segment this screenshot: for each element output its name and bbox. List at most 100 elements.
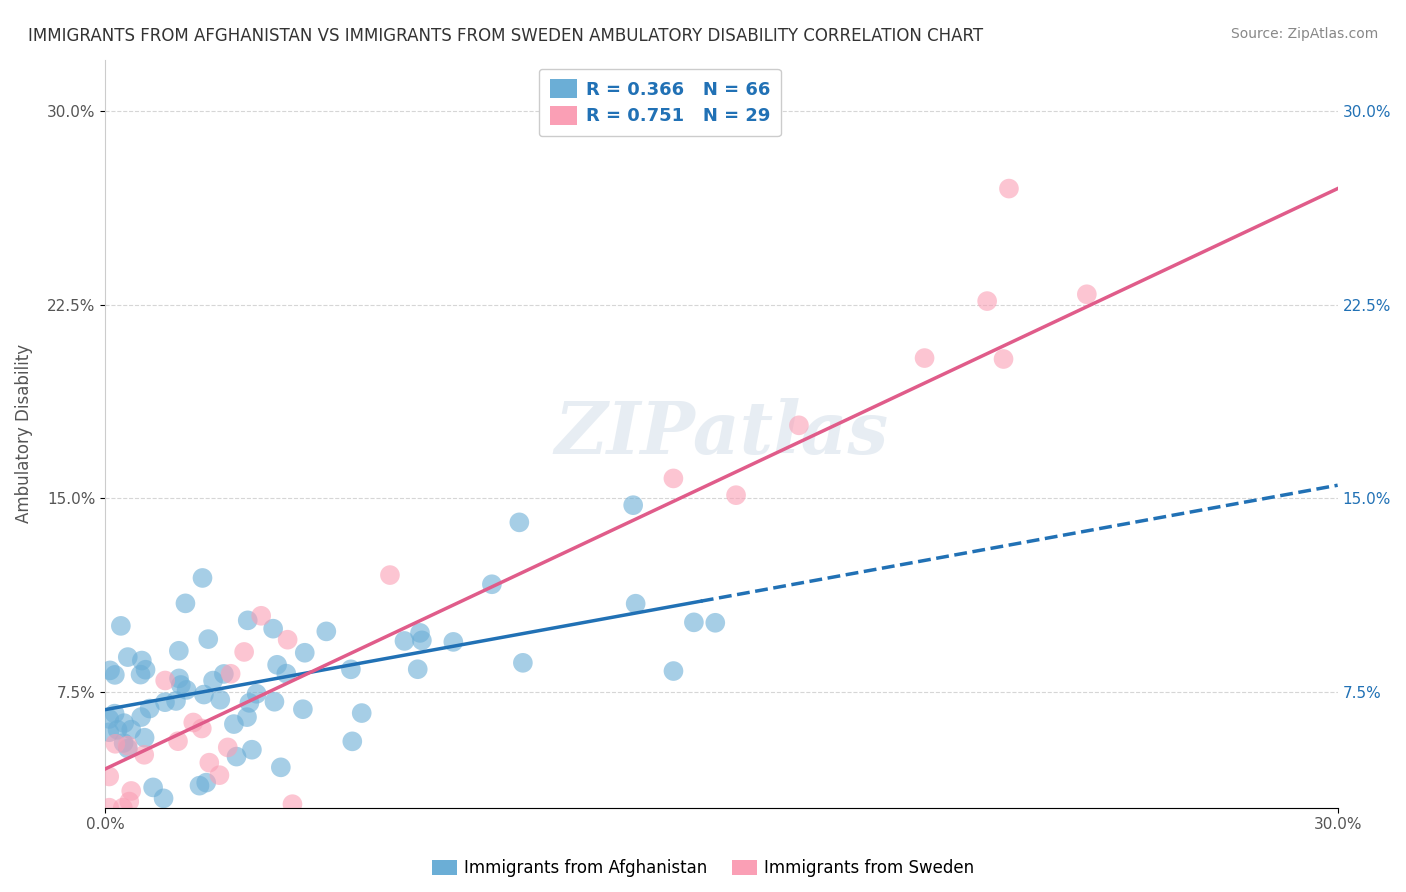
Point bbox=[725, 488, 748, 502]
Point bbox=[135, 663, 157, 677]
Point bbox=[120, 784, 142, 798]
Point bbox=[262, 622, 284, 636]
Point bbox=[1076, 287, 1098, 301]
Point bbox=[98, 800, 121, 814]
Point bbox=[152, 791, 174, 805]
Point bbox=[225, 749, 247, 764]
Point bbox=[131, 654, 153, 668]
Y-axis label: Ambulatory Disability: Ambulatory Disability bbox=[15, 344, 32, 524]
Point bbox=[998, 181, 1021, 195]
Point bbox=[167, 734, 190, 748]
Point bbox=[993, 351, 1015, 366]
Point bbox=[277, 632, 299, 647]
Point bbox=[342, 734, 364, 748]
Point bbox=[153, 695, 176, 709]
Point bbox=[263, 695, 285, 709]
Point bbox=[110, 619, 132, 633]
Point bbox=[219, 666, 242, 681]
Point bbox=[197, 632, 219, 646]
Point bbox=[107, 723, 129, 737]
Point bbox=[112, 736, 135, 750]
Point bbox=[512, 656, 534, 670]
Point bbox=[236, 710, 259, 724]
Point bbox=[976, 294, 998, 309]
Point bbox=[138, 701, 160, 715]
Point bbox=[193, 688, 215, 702]
Point bbox=[104, 737, 127, 751]
Point bbox=[238, 696, 260, 710]
Point bbox=[233, 645, 256, 659]
Point bbox=[406, 662, 429, 676]
Point bbox=[236, 613, 259, 627]
Text: ZIPatlas: ZIPatlas bbox=[554, 398, 889, 469]
Point bbox=[142, 780, 165, 795]
Point bbox=[129, 667, 152, 681]
Point bbox=[222, 717, 245, 731]
Point bbox=[209, 692, 232, 706]
Point bbox=[118, 795, 141, 809]
Point bbox=[621, 498, 644, 512]
Point bbox=[195, 775, 218, 789]
Point bbox=[704, 615, 727, 630]
Point bbox=[202, 673, 225, 688]
Point bbox=[129, 710, 152, 724]
Legend: Immigrants from Afghanistan, Immigrants from Sweden: Immigrants from Afghanistan, Immigrants … bbox=[426, 853, 980, 884]
Point bbox=[294, 646, 316, 660]
Point bbox=[208, 768, 231, 782]
Point bbox=[165, 694, 187, 708]
Point bbox=[167, 644, 190, 658]
Point bbox=[112, 716, 135, 731]
Point bbox=[340, 662, 363, 676]
Point bbox=[624, 597, 647, 611]
Point bbox=[117, 741, 139, 756]
Point bbox=[315, 624, 337, 639]
Point bbox=[98, 769, 121, 783]
Point bbox=[481, 577, 503, 591]
Point bbox=[104, 668, 127, 682]
Point bbox=[120, 723, 142, 737]
Point bbox=[117, 739, 139, 753]
Point bbox=[662, 664, 685, 678]
Point bbox=[191, 571, 214, 585]
Point bbox=[176, 682, 198, 697]
Point bbox=[217, 740, 239, 755]
Point bbox=[117, 650, 139, 665]
Point bbox=[394, 634, 416, 648]
Point bbox=[98, 725, 121, 739]
Point bbox=[181, 715, 204, 730]
Point bbox=[914, 351, 936, 365]
Point bbox=[378, 568, 401, 582]
Point bbox=[174, 596, 197, 610]
Point bbox=[441, 635, 464, 649]
Point bbox=[170, 678, 193, 692]
Point bbox=[250, 608, 273, 623]
Point bbox=[153, 673, 176, 688]
Point bbox=[683, 615, 706, 630]
Point bbox=[191, 722, 214, 736]
Point bbox=[246, 687, 269, 701]
Point bbox=[662, 471, 685, 485]
Point bbox=[409, 626, 432, 640]
Point bbox=[350, 706, 373, 720]
Point bbox=[787, 418, 810, 433]
Point bbox=[266, 657, 288, 672]
Point bbox=[411, 633, 433, 648]
Text: IMMIGRANTS FROM AFGHANISTAN VS IMMIGRANTS FROM SWEDEN AMBULATORY DISABILITY CORR: IMMIGRANTS FROM AFGHANISTAN VS IMMIGRANT… bbox=[28, 27, 983, 45]
Point bbox=[134, 731, 156, 745]
Point bbox=[291, 702, 314, 716]
Point bbox=[98, 712, 121, 726]
Legend: R = 0.366   N = 66, R = 0.751   N = 29: R = 0.366 N = 66, R = 0.751 N = 29 bbox=[538, 69, 780, 136]
Point bbox=[270, 760, 292, 774]
Point bbox=[276, 666, 298, 681]
Point bbox=[240, 742, 263, 756]
Point bbox=[167, 672, 190, 686]
Point bbox=[111, 800, 134, 814]
Point bbox=[281, 797, 304, 812]
Point bbox=[212, 667, 235, 681]
Point bbox=[104, 706, 127, 721]
Text: Source: ZipAtlas.com: Source: ZipAtlas.com bbox=[1230, 27, 1378, 41]
Point bbox=[508, 516, 530, 530]
Point bbox=[188, 779, 211, 793]
Point bbox=[134, 747, 156, 762]
Point bbox=[198, 756, 221, 770]
